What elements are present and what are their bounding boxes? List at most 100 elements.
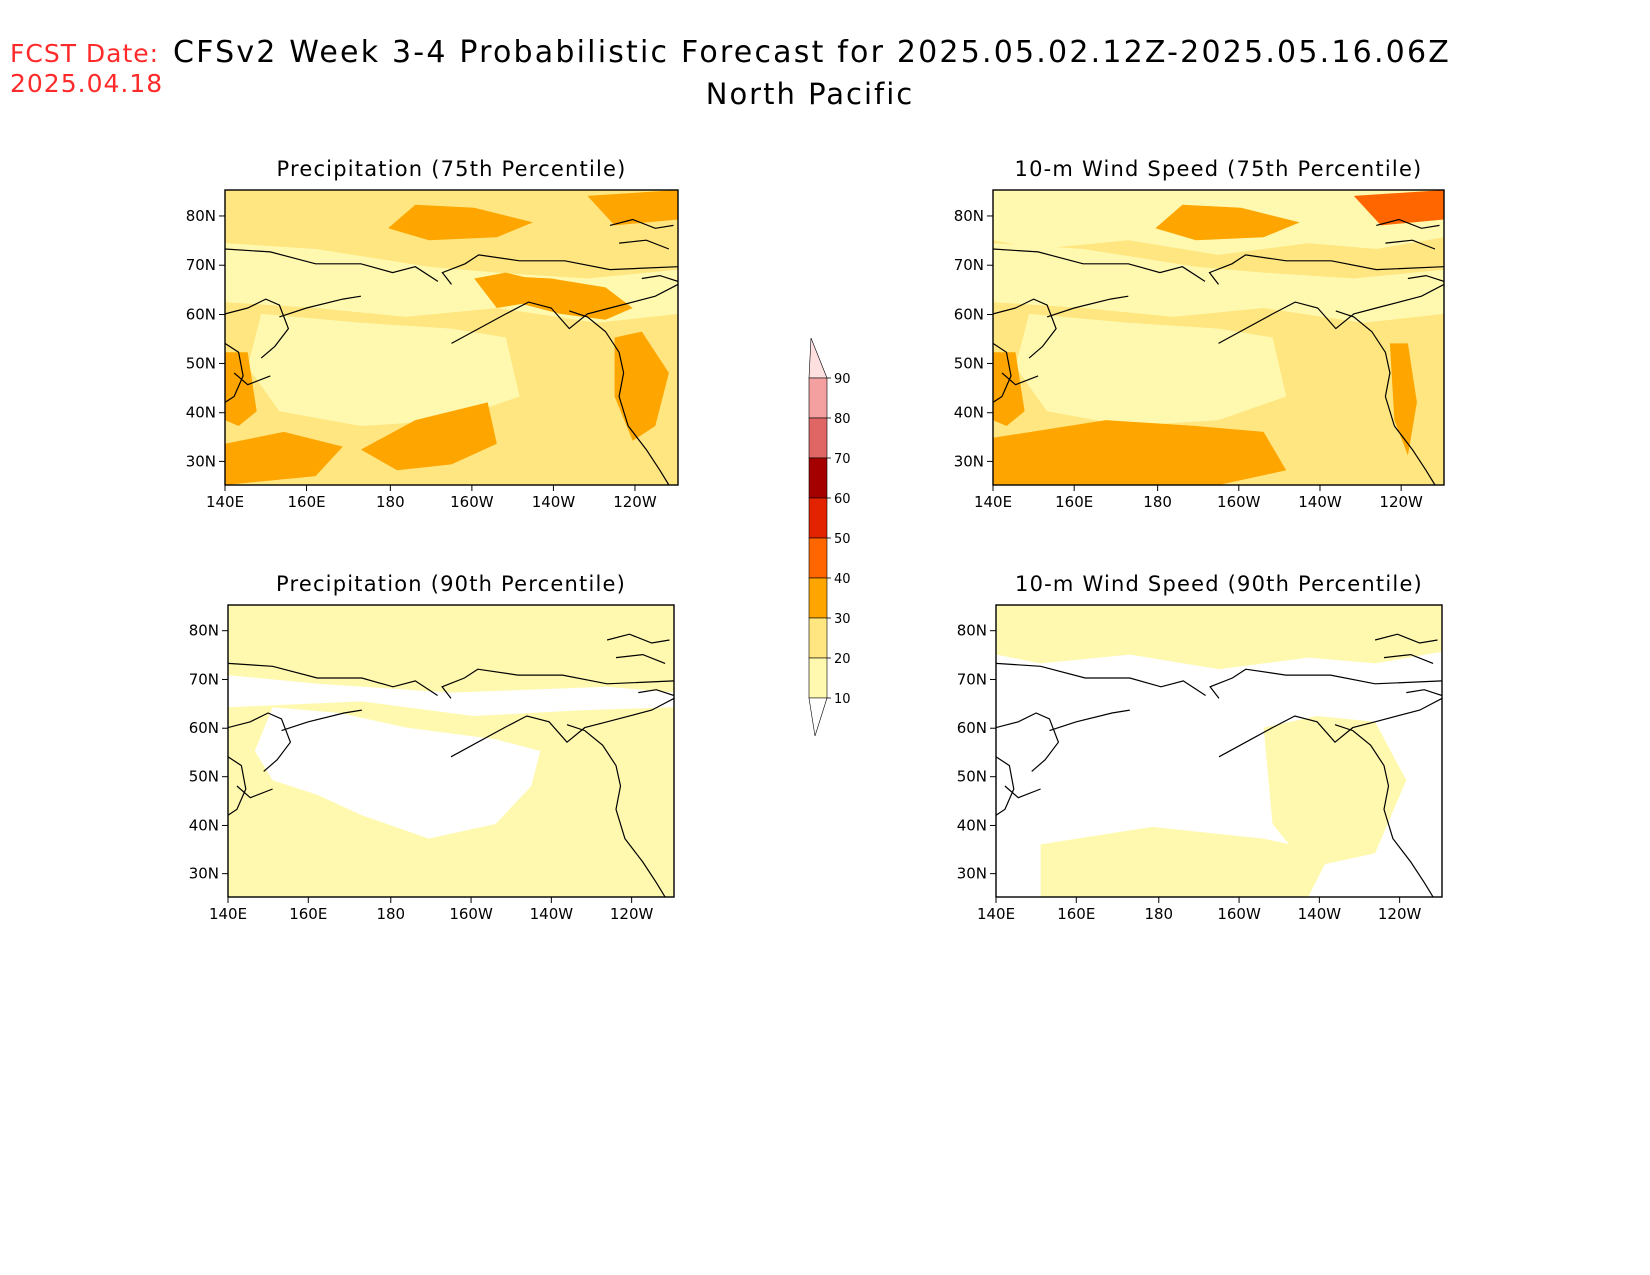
colorbar-segment [808,537,828,579]
coastline [281,709,362,732]
lon-tick-label: 120W [610,905,654,923]
field-region-yellowSouth [1040,826,1331,897]
coastline [1218,697,1442,758]
coastline [993,342,1012,403]
coastline [225,342,244,403]
coastline [569,310,670,485]
lon-tick-label: 160E [1057,905,1095,923]
lat-tick-label: 70N [957,670,987,688]
coastline [1049,709,1130,732]
lon-tick-label: 140W [1298,493,1342,511]
field-region-leftEdge [225,352,257,426]
figure-title: CFSv2 Week 3-4 Probabilistic Forecast fo… [173,35,1451,70]
colorbar-label: 40 [834,572,851,587]
lat-tick-label: 40N [189,816,219,834]
map-panels: Precipitation (75th Percentile) 80N 70N 60N… [186,157,1445,923]
field-region-rightTop [587,190,678,226]
lat-tick-label: 30N [186,452,216,470]
colorbar-segment [808,657,828,699]
lon-tick-label: 120W [1378,905,1422,923]
lat-tick-label: 50N [954,354,984,372]
lat-tick-label: 30N [957,865,987,883]
coastline [228,756,247,816]
coastline [1385,239,1436,250]
lat-tick-label: 60N [186,305,216,323]
panel-title: Precipitation (75th Percentile) [276,157,626,181]
colorbar-segment [808,497,828,539]
coastline [993,298,1057,359]
colorbar-label: 90 [834,372,851,387]
probability-field [228,605,674,897]
coastline [609,218,674,229]
lat-tick-label: 80N [186,207,216,225]
coastline [1374,633,1438,644]
coastline [1334,724,1434,897]
coastline [993,248,1206,282]
field-region-leftEdge [993,352,1025,426]
colorbar-top-arrow [808,337,828,379]
lon-tick-label: 180 [376,905,405,923]
lon-tick-label: 140E [206,493,244,511]
figure-header: FCST Date: 2025.04.18 CFSv2 Week 3-4 Pro… [10,35,1451,111]
lon-tick-label: 160E [289,905,327,923]
coastline [615,653,666,664]
field-region-whiteTop [228,675,674,716]
coastline [566,724,666,897]
colorbar-label: 80 [834,412,851,427]
coastline [1004,785,1041,799]
coastline [233,372,271,386]
colorbar-label: 60 [834,492,851,507]
lon-tick-label: 160W [1217,905,1261,923]
lat-tick-label: 80N [189,622,219,640]
field-region-beringPatch [474,272,543,308]
colorbar-label: 70 [834,452,851,467]
lat-tick-label: 50N [186,354,216,372]
coastline [1001,372,1039,386]
fcst-date: 2025.04.18 [10,69,163,98]
field-region-southBand [993,420,1287,485]
lat-tick-label: 70N [189,670,219,688]
colorbar-label: 10 [834,692,851,707]
panel-frame [224,189,679,486]
coastline [996,756,1015,816]
map-panel-precip-90: Precipitation (90th Percentile) 80N 70N 60N… [189,572,675,923]
field-region-topBand [996,605,1442,670]
map-panel-wind-75: 10-m Wind Speed (75th Percentile) 80N 70N 6… [954,157,1445,511]
lon-tick-label: 180 [1144,905,1173,923]
lon-tick-label: 140E [977,905,1015,923]
coastline [1383,653,1434,664]
coastline [1376,218,1440,229]
field-region-southLeft [225,431,343,485]
lat-tick-label: 30N [189,865,219,883]
colorbar-segment [808,417,828,459]
lat-tick-label: 50N [957,768,987,786]
colorbar-segment [808,577,828,619]
lat-tick-label: 80N [957,622,987,640]
lon-tick-label: 140W [532,493,576,511]
panel-frame [995,604,1443,898]
coastline [996,662,1206,697]
lat-tick-label: 40N [186,404,216,422]
colorbar-label: 20 [834,652,851,667]
lon-tick-label: 120W [1379,493,1423,511]
field-region-midOpen [1015,313,1287,426]
coastline [606,633,670,644]
map-panel-precip-75: Precipitation (75th Percentile) 80N 70N 60N… [186,157,679,511]
panel-title: 10-m Wind Speed (90th Percentile) [1015,572,1423,596]
panel-frame [227,604,675,898]
coastline [1335,310,1436,485]
panel-frame [992,189,1445,486]
colorbar: 10 20 30 40 50 60 70 80 90 [808,337,851,737]
panel-title: 10-m Wind Speed (75th Percentile) [1015,157,1423,181]
field-region-eastCoastThin [1389,343,1417,456]
fcst-label: FCST Date: [10,39,159,68]
lat-tick-label: 80N [954,207,984,225]
panel-title: Precipitation (90th Percentile) [276,572,626,596]
colorbar-segment [808,377,828,419]
coastline [1406,689,1442,697]
lon-tick-label: 160W [1217,493,1261,511]
field-region-arcticTop [388,204,533,241]
field-region-whiteLand [254,707,541,839]
lat-tick-label: 30N [954,452,984,470]
